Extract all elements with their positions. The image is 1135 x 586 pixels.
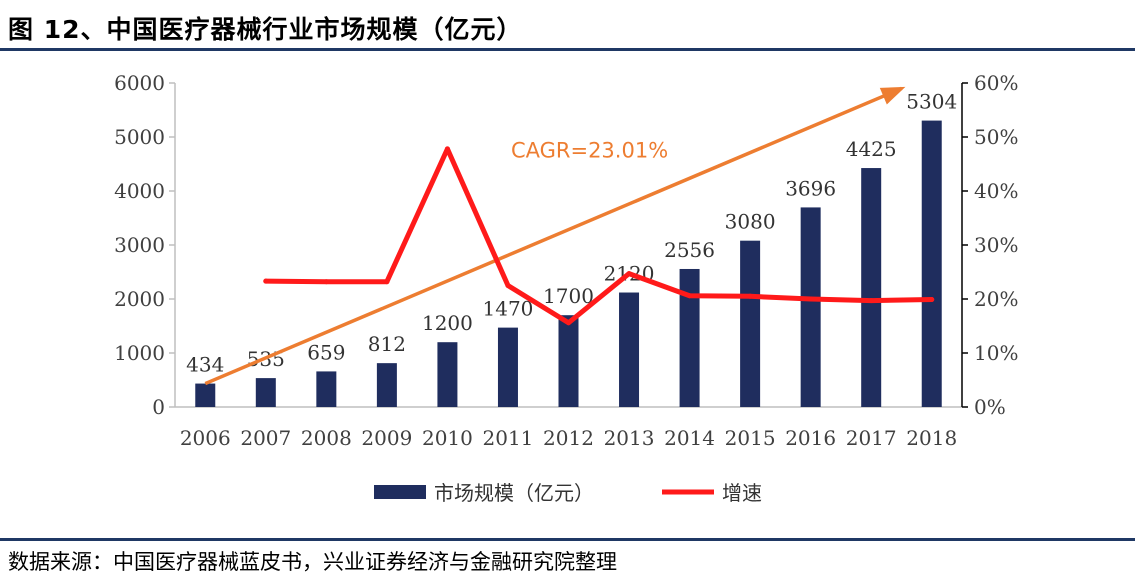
bar-label-2012: 1700 <box>543 284 594 308</box>
title-divider <box>0 48 1135 51</box>
x-tick-label-2015: 2015 <box>725 426 776 450</box>
growth-point-2017 <box>868 298 874 304</box>
bar-label-2008: 659 <box>307 340 345 364</box>
bar-2018 <box>921 120 942 408</box>
legend-swatch-bar <box>374 485 426 499</box>
bar-2007 <box>255 378 276 407</box>
bar-label-2009: 812 <box>368 332 406 356</box>
bar-label-2006: 434 <box>186 353 224 377</box>
x-tick-label-2011: 2011 <box>483 426 534 450</box>
bar-label-2015: 3080 <box>725 210 776 234</box>
bar-2017 <box>861 168 882 407</box>
bar-2013 <box>619 292 640 407</box>
market-size-chart: 0 1000 2000 3000 4000 5000 6000 0% 10% 20% 30% 40% 5… <box>114 71 1018 505</box>
x-tick-label-2014: 2014 <box>664 426 715 450</box>
growth-point-2008 <box>323 279 329 285</box>
growth-point-2018 <box>929 297 935 303</box>
legend-label-line: 增速 <box>722 481 762 505</box>
bar-2006 <box>195 383 216 407</box>
right-axis-tick-label: 40% <box>974 179 1018 203</box>
right-axis-tick-label: 0% <box>974 395 1006 419</box>
legend-label-bar: 市场规模（亿元） <box>434 481 594 505</box>
bar-label-2014: 2556 <box>664 238 715 262</box>
bar-2008 <box>316 371 337 407</box>
x-tick-label-2018: 2018 <box>906 426 957 450</box>
left-axis-tick-label: 6000 <box>114 71 165 95</box>
x-tick-labels: 2006 2007 2008 2009 2010 2011 2012 2013 2014 2015… <box>180 426 957 450</box>
bar-2010 <box>437 342 458 407</box>
bar-2009 <box>376 363 397 407</box>
x-tick-label-2013: 2013 <box>604 426 655 450</box>
bar-2012 <box>558 315 579 407</box>
growth-point-2012 <box>566 320 571 326</box>
x-tick-label-2010: 2010 <box>422 426 473 450</box>
right-axis-tick-label: 50% <box>974 125 1018 149</box>
bar-series <box>195 120 942 408</box>
x-tick-label-2006: 2006 <box>180 426 231 450</box>
bar-2014 <box>679 268 700 407</box>
right-axis-tick-label: 10% <box>974 341 1018 365</box>
growth-line-series <box>263 146 935 326</box>
cagr-trend: CAGR=23.01% <box>204 86 906 386</box>
bar-label-2011: 1470 <box>483 297 534 321</box>
growth-point-2010 <box>444 146 450 152</box>
bar-label-2016: 3696 <box>785 176 836 200</box>
figure-title: 图 12、中国医疗器械行业市场规模（亿元） <box>8 15 523 44</box>
bar-2016 <box>800 207 821 407</box>
growth-point-2013 <box>626 271 632 277</box>
x-tick-label-2016: 2016 <box>785 426 836 450</box>
growth-point-2014 <box>687 293 693 299</box>
growth-point-2009 <box>384 279 390 285</box>
bar-2011 <box>497 327 518 407</box>
x-tick-label-2007: 2007 <box>240 426 291 450</box>
left-axis-tick-label: 4000 <box>114 179 165 203</box>
cagr-trend-line <box>204 86 903 386</box>
left-axis-tick-label: 1000 <box>114 341 165 365</box>
bar-2015 <box>740 240 761 407</box>
x-tick-label-2009: 2009 <box>361 426 412 450</box>
x-tick-label-2008: 2008 <box>301 426 352 450</box>
x-tick-label-2012: 2012 <box>543 426 594 450</box>
bar-label-2017: 4425 <box>846 137 897 161</box>
growth-point-2007 <box>263 278 269 284</box>
cagr-annotation: CAGR=23.01% <box>511 139 668 163</box>
growth-point-2016 <box>808 296 814 302</box>
left-axis-tick-label: 2000 <box>114 287 165 311</box>
left-axis-tick-label: 3000 <box>114 233 165 257</box>
growth-point-2011 <box>505 283 511 288</box>
right-axis-tick-label: 20% <box>974 287 1018 311</box>
right-axis-tick-label: 60% <box>974 71 1018 95</box>
chart-axes: 0 1000 2000 3000 4000 5000 6000 0% 10% 20% 30% 40% 5… <box>114 71 1018 419</box>
chart-legend: 市场规模（亿元） 增速 <box>374 481 762 505</box>
growth-point-2015 <box>747 293 753 299</box>
source-note: 数据来源：中国医疗器械蓝皮书，兴业证券经济与金融研究院整理 <box>8 550 617 574</box>
x-tick-label-2017: 2017 <box>846 426 897 450</box>
cagr-arrowhead <box>879 86 906 105</box>
right-axis-tick-label: 30% <box>974 233 1018 257</box>
bar-label-2010: 1200 <box>422 311 473 335</box>
source-divider <box>0 538 1135 541</box>
bar-label-2018: 5304 <box>906 90 957 114</box>
left-axis-tick-label: 0 <box>152 395 165 419</box>
growth-line <box>263 146 935 326</box>
left-axis-tick-label: 5000 <box>114 125 165 149</box>
